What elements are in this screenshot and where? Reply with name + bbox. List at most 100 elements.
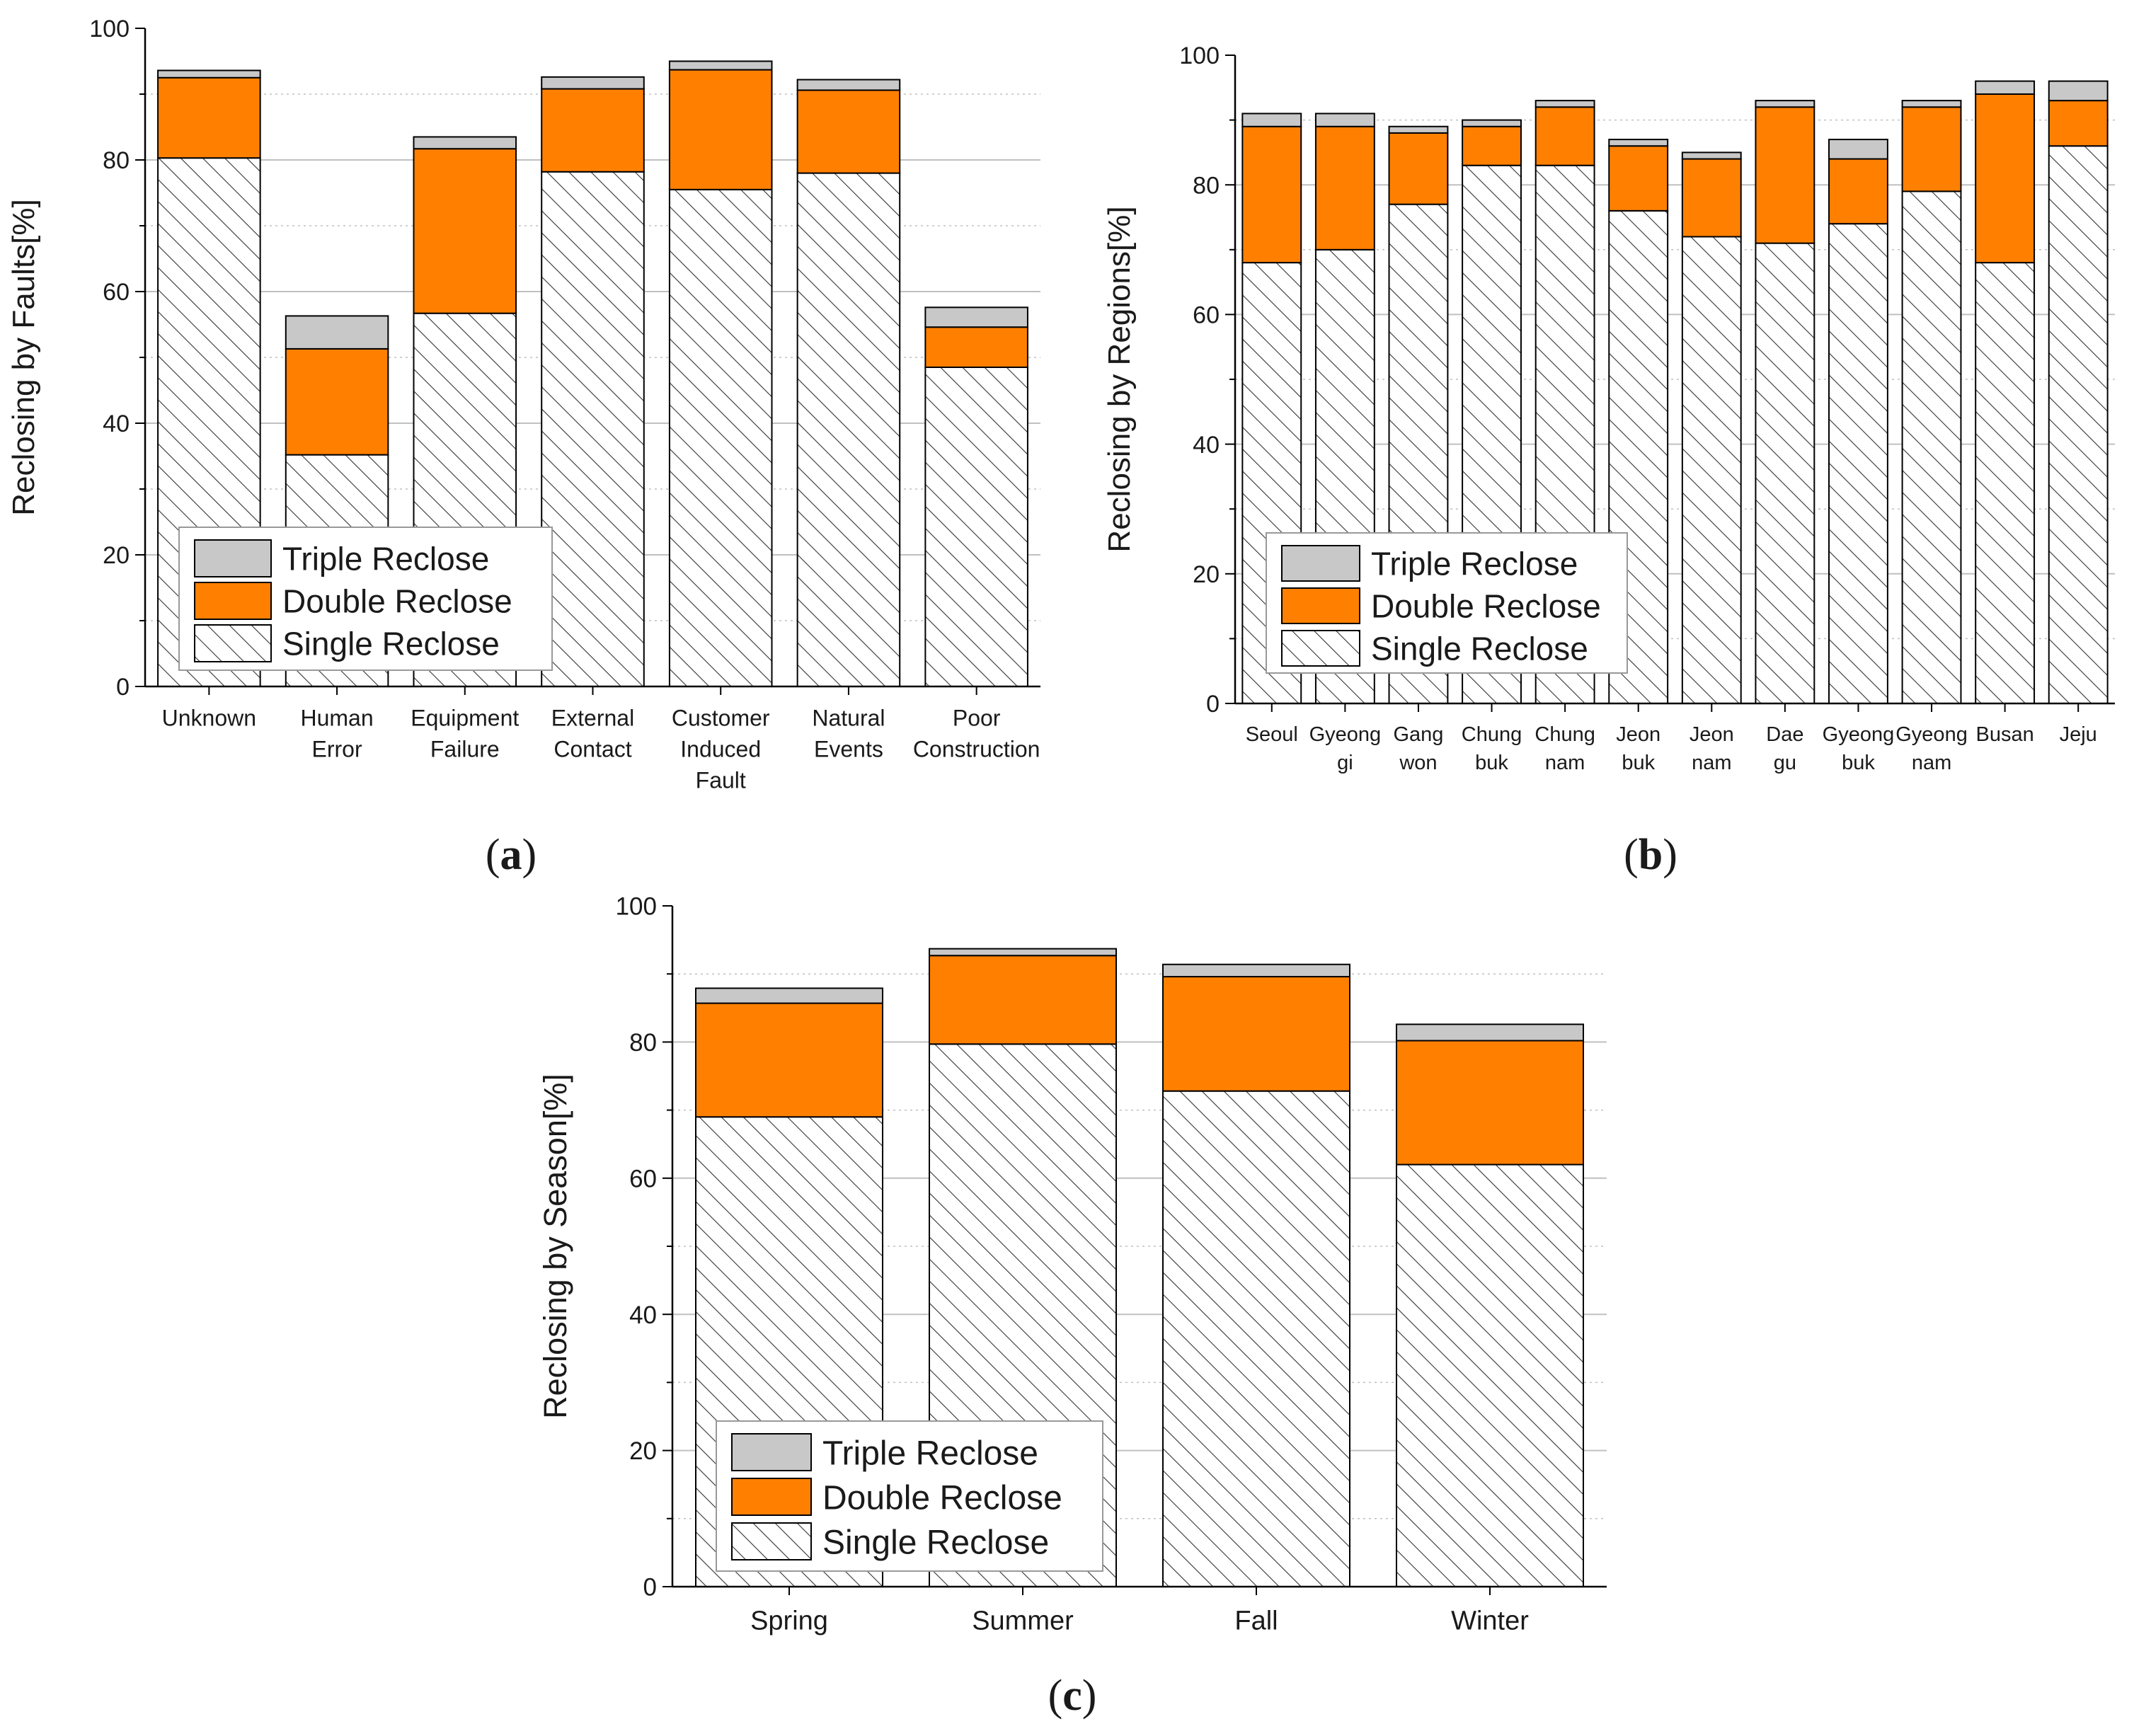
x-tick-label: Poor Construction — [913, 706, 1040, 762]
bar-triple-reclose — [1975, 80, 2036, 95]
x-tick-label-line: buk — [1842, 752, 1875, 774]
bar-double-reclose — [1162, 976, 1350, 1092]
legend: Triple Reclose Double Reclose Single Reclo… — [178, 527, 553, 671]
y-tick-label: 80 — [1193, 172, 1220, 199]
bar-triple-reclose — [695, 987, 883, 1004]
legend-label: Double Reclose — [1371, 588, 1601, 625]
legend: Triple Reclose Double Reclose Single Reclo… — [716, 1420, 1103, 1572]
bar-triple-reclose — [413, 136, 517, 150]
bar-double-reclose — [695, 1002, 883, 1118]
x-tick-label-line: Customer — [672, 706, 770, 731]
bar-single-reclose — [2048, 145, 2109, 705]
legend: Triple Reclose Double Reclose Single Reclo… — [1266, 532, 1628, 674]
bar-double-reclose — [1534, 106, 1595, 166]
y-tick-label: 60 — [1193, 302, 1220, 329]
bar-triple-reclose — [157, 69, 261, 79]
x-tick-label-line: gu — [1774, 752, 1796, 774]
legend-swatch-triple-reclose — [194, 539, 272, 577]
bar-double-reclose — [2048, 100, 2109, 147]
x-tick-label-line: Winter — [1451, 1606, 1529, 1636]
x-tick-label: Jeon buk — [1616, 723, 1660, 774]
y-tick-label: 60 — [629, 1165, 657, 1192]
legend-label: Triple Reclose — [1371, 546, 1578, 582]
x-tick-label: Equipment Failure — [411, 706, 519, 762]
panel-label-letter: c — [1062, 1672, 1082, 1720]
x-tick-label-line: Seoul — [1246, 723, 1298, 746]
legend-label: Double Reclose — [822, 1479, 1062, 1517]
bar-triple-reclose — [1396, 1023, 1584, 1042]
bar-triple-reclose — [1755, 100, 1815, 108]
legend-label: Triple Reclose — [282, 541, 489, 577]
y-tick-label: 20 — [629, 1437, 657, 1465]
bar-double-reclose — [1608, 145, 1669, 212]
x-tick-label-line: buk — [1475, 752, 1508, 774]
x-tick-label-line: Gang — [1393, 723, 1443, 746]
x-tick-label: Unknown — [162, 706, 256, 731]
panel-label-letter: a — [500, 831, 522, 879]
x-tick-label-line: Fall — [1234, 1606, 1278, 1636]
panel-label-letter: b — [1639, 831, 1663, 879]
bar-triple-reclose — [1462, 119, 1522, 127]
x-tick-label: Chung buk — [1462, 723, 1522, 774]
y-tick-label: 20 — [103, 542, 130, 569]
x-tick-label: Gyeong nam — [1895, 723, 1968, 774]
legend-label: Single Reclose — [282, 626, 500, 662]
bar-single-reclose — [1828, 223, 1888, 705]
x-tick-label-line: Human — [300, 706, 373, 731]
y-tick-label: 0 — [1206, 691, 1220, 718]
legend-swatch-triple-reclose — [731, 1433, 812, 1471]
legend-swatch-triple-reclose — [1281, 545, 1360, 582]
x-tick-label-line: Jeon — [1690, 723, 1734, 746]
panel-label-close: ) — [1663, 831, 1677, 879]
bar-triple-reclose — [1388, 125, 1449, 134]
panel-label-close: ) — [1082, 1672, 1097, 1720]
legend-swatch-single-reclose — [1281, 630, 1360, 667]
bar-triple-reclose — [924, 306, 1028, 328]
y-axis-label: Reclosing by Faults[%] — [6, 199, 41, 516]
bar-double-reclose — [668, 69, 773, 190]
y-axis-label: Reclosing by Season[%] — [537, 1074, 573, 1419]
x-tick-label: Winter — [1451, 1606, 1529, 1636]
bar-double-reclose — [1396, 1040, 1584, 1166]
x-tick-label: Dae gu — [1766, 723, 1803, 774]
x-tick-label-line: Fault — [696, 768, 746, 793]
bar-triple-reclose — [285, 315, 389, 350]
x-tick-label-line: External — [551, 706, 634, 731]
legend-swatch-double-reclose — [731, 1478, 812, 1516]
y-tick-label: 60 — [103, 279, 130, 306]
bar-single-reclose — [1162, 1090, 1350, 1587]
x-tick-label-line: nam — [1912, 752, 1951, 774]
panel-label: (b) — [1624, 831, 1677, 879]
panel-label-open: ( — [486, 831, 500, 879]
x-tick-label: Human Error — [300, 706, 373, 762]
x-tick-label: Fall — [1234, 1606, 1278, 1636]
bar-triple-reclose — [1901, 100, 1962, 108]
bar-double-reclose — [1388, 132, 1449, 205]
y-tick-label: 40 — [103, 410, 130, 437]
x-tick-label-line: Jeju — [2060, 723, 2097, 746]
y-tick-label: 0 — [116, 674, 130, 701]
bar-triple-reclose — [1681, 151, 1742, 160]
legend-label: Single Reclose — [822, 1524, 1049, 1561]
x-tick-label-line: Natural — [812, 706, 885, 731]
x-tick-label-line: Gyeong — [1823, 723, 1895, 746]
x-tick-label-line: won — [1399, 752, 1437, 774]
x-tick-label-line: Chung — [1462, 723, 1522, 746]
bar-double-reclose — [1755, 106, 1815, 244]
x-tick-label-line: Poor — [953, 706, 1001, 731]
x-tick-label-line: Equipment — [411, 706, 519, 731]
x-tick-label-line: Error — [312, 737, 362, 762]
legend-swatch-single-reclose — [194, 624, 272, 662]
bar-double-reclose — [285, 347, 389, 456]
x-tick-label-line: Failure — [430, 737, 500, 762]
x-tick-label-line: Summer — [972, 1606, 1074, 1636]
bar-triple-reclose — [796, 79, 901, 91]
chart-reclosing-by-faults: Unknown Human Error Equipment Failure Externa… — [6, 16, 1040, 879]
legend-label: Triple Reclose — [822, 1435, 1038, 1472]
x-tick-label: Natural Events — [812, 706, 885, 762]
bar-triple-reclose — [1162, 963, 1350, 978]
bar-single-reclose — [1975, 262, 2036, 704]
bar-single-reclose — [796, 172, 901, 688]
bar-double-reclose — [924, 326, 1028, 368]
